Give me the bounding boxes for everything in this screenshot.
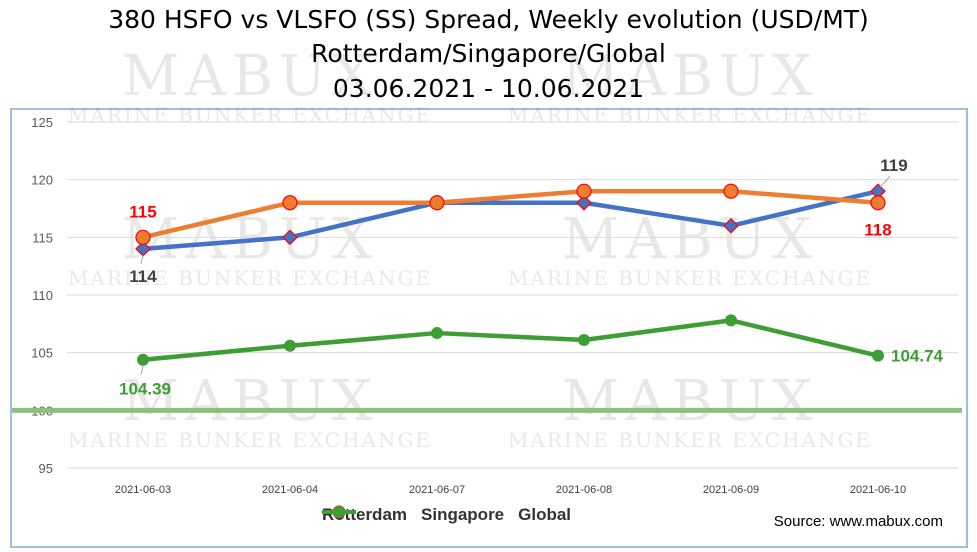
legend-item-singapore: Singapore [322,505,505,525]
x-tick-label: 2021-06-08 [556,484,612,496]
data-label: 114 [129,267,157,286]
data-label: 118 [864,221,891,240]
legend-marker-global [322,506,356,518]
data-point-global [725,314,737,327]
x-tick-label: 2021-06-10 [850,484,906,496]
chart-title-line-1: 380 HSFO vs VLSFO (SS) Spread, Weekly ev… [108,5,869,34]
y-tick-label: 105 [31,346,53,361]
watermark-brand: MABUX [562,207,818,272]
legend-item-global: Global [322,505,572,525]
watermark-tagline: MARINE BUNKER EXCHANGE [508,266,872,290]
data-label-leader [140,254,144,264]
x-tick-label: 2021-06-09 [703,484,759,496]
series-line-global [140,318,881,362]
legend: Rotterdam Singapore Global [322,505,585,525]
data-point-rotterdam [282,229,298,246]
legend-label-global: Global [518,505,572,524]
y-tick-label: 125 [31,115,53,130]
data-point-global [431,327,443,340]
data-point-singapore [429,195,445,211]
data-label: 104.74 [891,347,944,366]
data-point-global [284,339,296,352]
data-point-rotterdam [723,217,739,234]
data-label-leader [140,365,144,375]
watermark-brand: MABUX [122,44,378,109]
data-point-global [872,349,884,362]
x-tick-label: 2021-06-07 [409,484,465,496]
legend-label-singapore: Singapore [421,505,505,524]
x-tick-label: 2021-06-04 [262,484,318,496]
y-tick-label: 115 [32,230,53,245]
data-point-global [137,353,149,366]
y-tick-label: 95 [39,461,53,476]
data-point-singapore [576,183,592,199]
data-point-singapore [870,195,886,211]
data-label: 119 [880,156,907,175]
chart-title-line-3: 03.06.2021 - 10.06.2021 [332,74,645,103]
watermark-tagline: MARINE BUNKER EXCHANGE [508,428,872,452]
x-tick-label: 2021-06-03 [115,484,171,496]
data-point-global [578,333,590,346]
series-line-singapore [140,188,881,240]
data-label: 115 [129,202,156,221]
plot-area [10,108,968,548]
data-point-singapore [135,229,151,245]
chart-title-line-2: Rotterdam/Singapore/Global [311,39,666,68]
series-line-rotterdam [140,188,881,252]
watermark-tagline: MARINE BUNKER EXCHANGE [508,103,872,127]
data-label-leader [879,175,891,188]
watermark-brand: MABUX [122,369,378,434]
watermark-tagline: MARINE BUNKER EXCHANGE [68,103,432,127]
source-note: Source: www.mabux.com [773,513,943,530]
watermark-tagline: MARINE BUNKER EXCHANGE [68,428,432,452]
y-tick-label: 120 [31,173,53,188]
data-point-rotterdam [576,194,592,211]
y-tick-label: 110 [32,288,53,303]
data-point-singapore [282,195,298,211]
data-point-singapore [723,183,739,199]
watermark-brand: MABUX [562,44,818,109]
watermark-tagline: MARINE BUNKER EXCHANGE [68,266,432,290]
watermark-brand: MABUX [562,369,818,434]
data-label: 104.39 [119,380,171,399]
